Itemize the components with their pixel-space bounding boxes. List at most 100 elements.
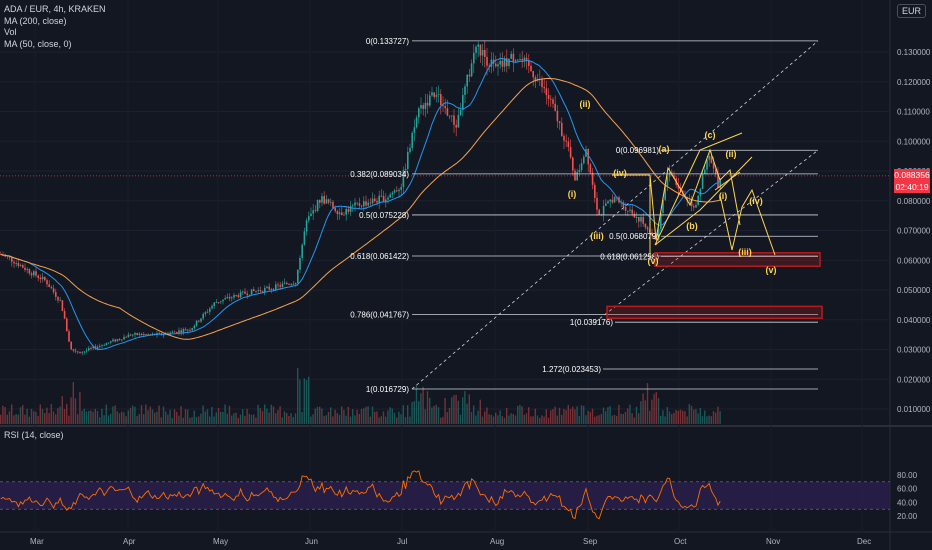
- candle-body: [629, 209, 631, 211]
- candle-body: [367, 202, 369, 206]
- candle-body: [393, 190, 396, 193]
- elliott-wave-drawings[interactable]: (ii) (i) (iv) (iii) (v) (a) (b) (c) (ii) (i) (iv) (…: [568, 99, 777, 275]
- candle-body: [506, 58, 508, 67]
- wave-label: (ii): [726, 149, 737, 159]
- volume-bar: [407, 405, 409, 424]
- candle-body: [666, 176, 669, 186]
- price-axis-label[interactable]: 0.060000: [897, 256, 931, 265]
- volume-bar: [149, 406, 151, 424]
- volume-bar: [437, 407, 440, 424]
- volume-bar: [330, 407, 332, 424]
- candle-body: [415, 117, 418, 128]
- candle-body: [264, 287, 266, 293]
- volume-bar: [303, 378, 305, 424]
- candle-body: [116, 339, 119, 342]
- volume-bar: [206, 409, 209, 424]
- candle-body: [237, 295, 240, 298]
- volume-bar: [101, 408, 103, 424]
- candle-body: [591, 172, 594, 185]
- volume-bar: [272, 406, 275, 424]
- volume-bar: [409, 416, 411, 424]
- current-price-tag: 0.088356: [894, 169, 930, 181]
- candle-body: [224, 298, 226, 300]
- candle-body: [228, 296, 231, 299]
- price-axis-label[interactable]: 0.050000: [897, 286, 931, 295]
- volume-bar: [323, 416, 325, 424]
- candle-body: [187, 329, 189, 331]
- volume-bar: [468, 394, 470, 424]
- rsi-indicator-title[interactable]: RSI (14, close): [4, 430, 64, 440]
- candle-body: [288, 284, 290, 285]
- candle-body: [294, 283, 297, 284]
- volume-bar: [558, 407, 561, 424]
- volume-bar: [37, 416, 39, 424]
- candle-body: [121, 339, 123, 341]
- price-axis-label[interactable]: 0.010000: [897, 405, 931, 414]
- volume-bar: [508, 415, 510, 424]
- volume-bar: [426, 391, 429, 424]
- candle-body: [613, 196, 616, 203]
- candle-body: [30, 273, 33, 276]
- volume-bar: [167, 414, 169, 424]
- volume-bar: [660, 415, 662, 424]
- candle-body: [61, 300, 64, 312]
- candle-body: [701, 174, 704, 189]
- volume-bar: [169, 409, 171, 424]
- candle-body: [651, 232, 653, 236]
- candle-body: [407, 151, 409, 169]
- price-axis-label[interactable]: 0.070000: [897, 227, 931, 236]
- candle-body: [138, 333, 141, 335]
- indicator-vol[interactable]: Vol: [4, 27, 17, 37]
- candle-body: [147, 334, 149, 336]
- wave-label: (iii): [738, 247, 752, 257]
- candle-body: [690, 200, 693, 207]
- indicator-ma200[interactable]: MA (200, close): [4, 15, 67, 26]
- candle-body: [376, 201, 378, 203]
- volume-bar: [321, 408, 323, 424]
- candle-body: [440, 94, 442, 106]
- volume-bar: [710, 416, 712, 424]
- candle-body: [189, 329, 191, 331]
- price-axis-label[interactable]: 0.040000: [897, 316, 931, 325]
- price-axis-label[interactable]: 0.120000: [897, 78, 931, 87]
- volume-bar: [415, 385, 418, 424]
- volume-bar: [486, 407, 488, 424]
- volume-bar: [550, 410, 552, 424]
- currency-badge[interactable]: EUR: [896, 4, 926, 18]
- candle-body: [200, 318, 202, 322]
- candle-body: [281, 283, 284, 287]
- wave-label: (i): [719, 191, 728, 201]
- volume-bar: [576, 406, 578, 424]
- volume-bar: [11, 404, 13, 424]
- volume-bar: [655, 392, 657, 424]
- price-axis-label[interactable]: 0.080000: [897, 197, 931, 206]
- price-axis-label[interactable]: 0.100000: [897, 137, 931, 146]
- candle-body: [677, 184, 680, 189]
- volume-bar: [44, 412, 46, 424]
- target-zone-upper: [654, 252, 821, 267]
- candle-body: [532, 71, 534, 78]
- volume-bar: [246, 408, 248, 424]
- candle-body: [510, 53, 512, 59]
- price-axis-label[interactable]: 0.130000: [897, 48, 931, 57]
- candle-body: [72, 349, 75, 351]
- price-axis-label[interactable]: 0.110000: [897, 108, 930, 117]
- wave-label: (iv): [749, 196, 763, 206]
- volume-bar: [554, 406, 556, 424]
- price-axis-label[interactable]: 0.030000: [897, 346, 931, 355]
- candle-body: [426, 102, 429, 106]
- candle-body: [695, 204, 697, 208]
- volume-bar: [545, 409, 547, 424]
- price-axis-label[interactable]: 0.020000: [897, 375, 931, 384]
- candle-body: [400, 187, 402, 190]
- candle-body: [455, 124, 457, 128]
- time-axis-label: Sep: [583, 537, 598, 546]
- candle-body: [563, 135, 565, 141]
- volume-bar: [248, 413, 250, 424]
- fib-retracement[interactable]: 0(0.133727) 0.382(0.089034) 0.5(0.075228) 0…: [350, 37, 823, 394]
- symbol-title[interactable]: ADA / EUR, 4h, KRAKEN: [4, 4, 106, 14]
- volume-bar: [651, 399, 653, 424]
- indicator-ma50[interactable]: MA (50, close, 0): [4, 38, 72, 49]
- candle-body: [398, 189, 400, 192]
